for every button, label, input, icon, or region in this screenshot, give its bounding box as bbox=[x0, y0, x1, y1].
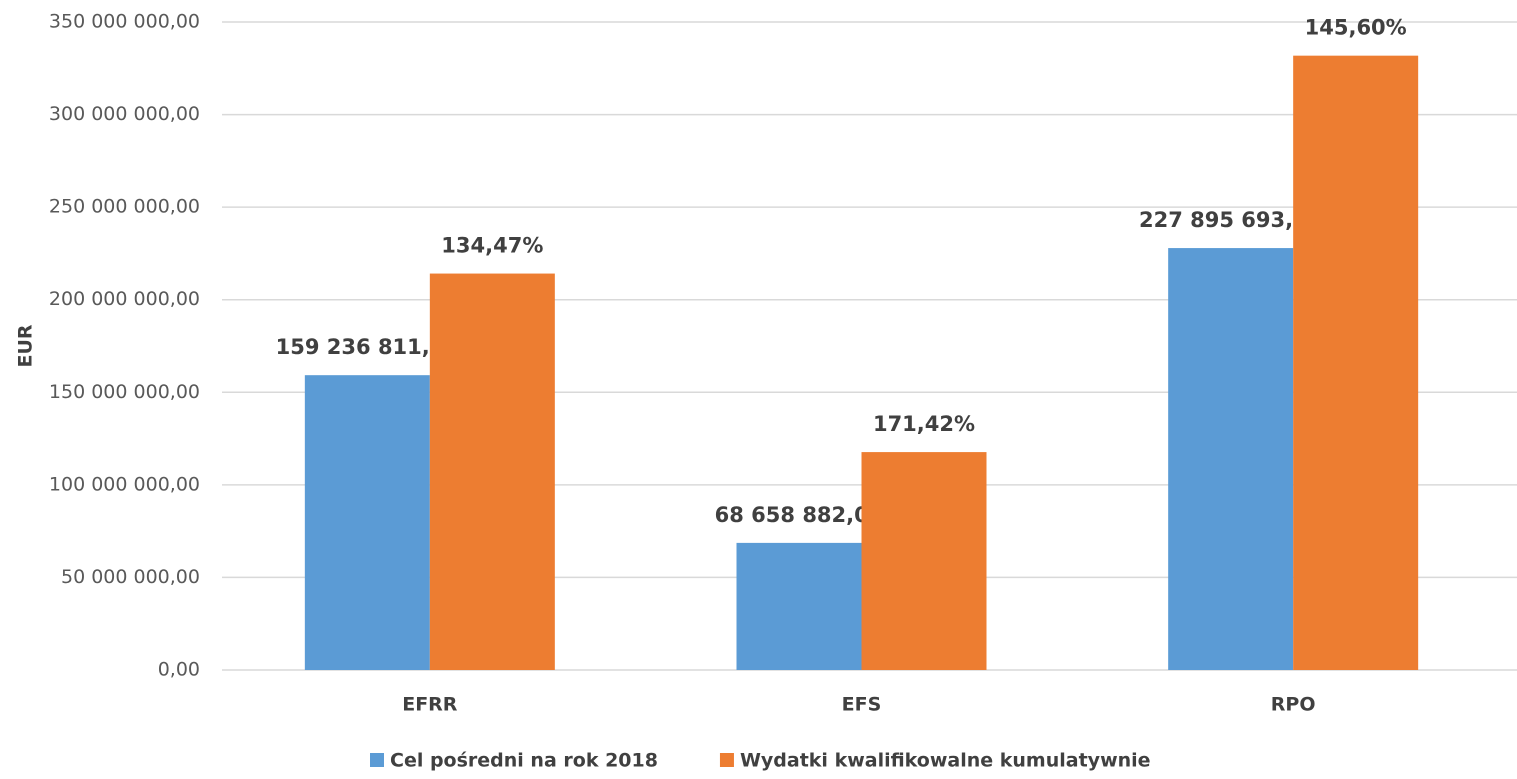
legend-swatch bbox=[370, 753, 384, 767]
x-tick-label: EFS bbox=[842, 694, 882, 716]
y-tick-label: 50 000 000,00 bbox=[61, 566, 200, 588]
legend-label: Wydatki kwalifikowalne kumulatywnie bbox=[740, 750, 1151, 772]
y-tick-label: 250 000 000,00 bbox=[49, 196, 200, 218]
y-axis-label: EUR bbox=[15, 324, 37, 367]
bar bbox=[861, 452, 987, 670]
x-tick-label: EFRR bbox=[402, 694, 458, 716]
y-tick-label: 300 000 000,00 bbox=[49, 103, 200, 125]
legend-label: Cel pośredni na rok 2018 bbox=[390, 750, 658, 772]
legend-swatch bbox=[719, 753, 734, 767]
y-tick-label: 150 000 000,00 bbox=[49, 381, 200, 403]
x-tick-label: RPO bbox=[1271, 694, 1316, 716]
y-tick-label: 200 000 000,00 bbox=[49, 288, 200, 310]
bar bbox=[429, 273, 555, 670]
bar bbox=[304, 375, 430, 670]
y-tick-label: 100 000 000,00 bbox=[49, 473, 200, 495]
data-label: 159 236 811,00 bbox=[276, 335, 459, 359]
bar bbox=[736, 542, 862, 670]
bar bbox=[1168, 248, 1294, 671]
data-label: 134,47% bbox=[441, 234, 543, 258]
data-label: 171,42% bbox=[873, 412, 975, 436]
data-label: 227 895 693,00 bbox=[1139, 208, 1322, 232]
data-label: 145,60% bbox=[1305, 16, 1407, 40]
y-tick-label: 0,00 bbox=[158, 659, 200, 681]
data-label: 68 658 882,00 bbox=[715, 503, 884, 527]
y-tick-label: 350 000 000,00 bbox=[49, 11, 200, 33]
bar bbox=[1293, 55, 1419, 670]
